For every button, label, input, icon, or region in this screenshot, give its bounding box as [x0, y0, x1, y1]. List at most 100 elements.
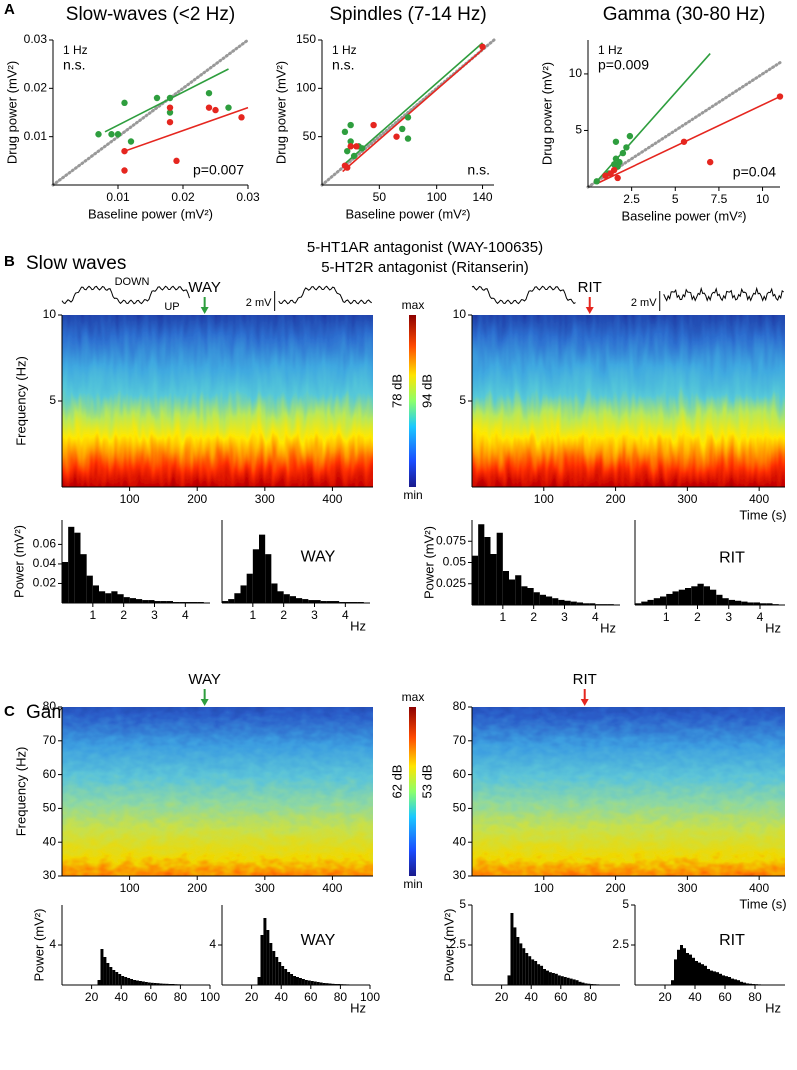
data-point	[404, 114, 412, 121]
x-tick-label: 200	[187, 881, 207, 895]
x-axis-label: Hz	[600, 620, 616, 635]
data-point	[166, 104, 174, 111]
chart-title: Gamma (30-80 Hz)	[603, 4, 766, 25]
data-point	[108, 131, 115, 138]
histogram-bar	[277, 591, 284, 603]
x-axis-label: Baseline power (mV²)	[622, 208, 747, 223]
y-axis-label: Drug power (mV²)	[273, 61, 288, 164]
data-point	[358, 145, 366, 152]
trace-label: UP	[164, 301, 179, 313]
y-tick-label: 0.04	[33, 556, 57, 570]
annotation: RIT	[719, 932, 745, 949]
histogram-bar	[331, 983, 335, 985]
x-tick-label: 60	[144, 990, 158, 1004]
colorbar-max: max	[402, 690, 425, 704]
histogram-bar	[316, 982, 320, 985]
histogram-bar	[136, 980, 139, 985]
x-tick-label: 3	[311, 608, 318, 622]
histogram-bar	[731, 978, 734, 985]
histogram-bar	[522, 948, 526, 985]
x-tick-label: 80	[174, 990, 188, 1004]
histogram-bar	[516, 937, 520, 985]
section-title: Slow waves	[26, 253, 126, 274]
x-tick-label: 400	[322, 492, 342, 506]
histogram-bar	[472, 555, 479, 605]
y-tick-label: 10	[569, 66, 583, 80]
histogram-bar	[515, 575, 522, 605]
marker-arrowhead	[200, 307, 209, 314]
colorbar-label: 94 dB	[419, 374, 434, 408]
histogram-bar	[641, 601, 648, 605]
histogram-bar	[136, 599, 143, 603]
histogram-bar	[302, 599, 309, 603]
data-point	[612, 138, 620, 145]
colorbar-label: 62 dB	[389, 765, 404, 799]
histogram-bar	[698, 962, 701, 985]
histogram-bar	[240, 585, 247, 603]
histogram-bar	[683, 948, 686, 985]
histogram-bar	[112, 970, 116, 985]
histogram-bar	[563, 977, 567, 985]
fit-line	[596, 95, 781, 185]
histogram-bar	[141, 981, 145, 985]
histogram-bar	[589, 603, 596, 605]
histogram-bar	[109, 967, 113, 985]
histogram-bar	[716, 972, 719, 985]
histogram-bar	[165, 983, 169, 985]
histogram-bar	[222, 601, 229, 603]
y-axis-label: Drug power (mV²)	[4, 61, 19, 164]
histogram-bar	[322, 983, 326, 985]
histogram-bar	[496, 532, 503, 605]
colorbar-label: 78 dB	[389, 374, 404, 408]
y-tick-label: 100	[296, 81, 316, 95]
y-axis-label: Power (mV²)	[31, 909, 46, 982]
annotation: n.s.	[63, 57, 86, 73]
spectrogram-fill	[62, 315, 373, 487]
y-tick-label: 60	[453, 767, 467, 781]
x-tick-label: 2	[530, 610, 537, 624]
x-tick-label: 100	[360, 990, 380, 1004]
x-tick-label: 4	[757, 610, 764, 624]
y-tick-label: 10	[43, 307, 57, 321]
marker-label: RIT	[573, 671, 597, 688]
histogram-bar	[725, 976, 728, 985]
histogram-bar	[537, 964, 541, 985]
histogram-bar	[680, 945, 683, 985]
histogram-bar	[570, 601, 577, 605]
histogram-bar	[115, 972, 119, 985]
histogram-bar	[575, 980, 579, 985]
histogram-bar	[490, 554, 497, 605]
data-point	[225, 104, 232, 111]
histogram-bar	[689, 954, 692, 985]
histogram-bar	[62, 561, 69, 603]
colorbar-min: min	[403, 488, 422, 502]
histogram-bar	[686, 953, 689, 985]
data-point	[776, 93, 784, 100]
scale-label: 2 mV	[246, 297, 272, 309]
histogram-bar	[328, 983, 332, 985]
histogram-bar	[546, 970, 549, 985]
y-axis-label: Frequency (Hz)	[13, 356, 28, 446]
lfp-trace	[471, 285, 576, 305]
marker-label: RIT	[578, 279, 602, 296]
x-axis-label: Hz	[350, 618, 366, 633]
histogram-bar	[123, 597, 130, 603]
data-point	[212, 106, 219, 114]
histogram-bar	[583, 603, 590, 605]
histogram-bar	[269, 943, 273, 985]
y-axis-label: Power (mV²)	[441, 909, 456, 982]
histogram-bar	[722, 598, 729, 605]
histogram-bar	[728, 599, 735, 605]
data-point	[347, 143, 354, 150]
x-tick-label: 100	[200, 990, 220, 1004]
histogram-bar	[325, 983, 329, 985]
chart-title: Spindles (7-14 Hz)	[329, 4, 486, 25]
x-tick-label: 100	[120, 492, 140, 506]
x-tick-label: 100	[427, 190, 447, 204]
annotation: p=0.007	[193, 162, 244, 178]
data-point	[353, 143, 360, 150]
histogram-bar	[313, 981, 317, 985]
histogram-bar	[111, 591, 118, 603]
histogram-bar	[548, 972, 552, 985]
histogram-bar	[129, 598, 136, 603]
